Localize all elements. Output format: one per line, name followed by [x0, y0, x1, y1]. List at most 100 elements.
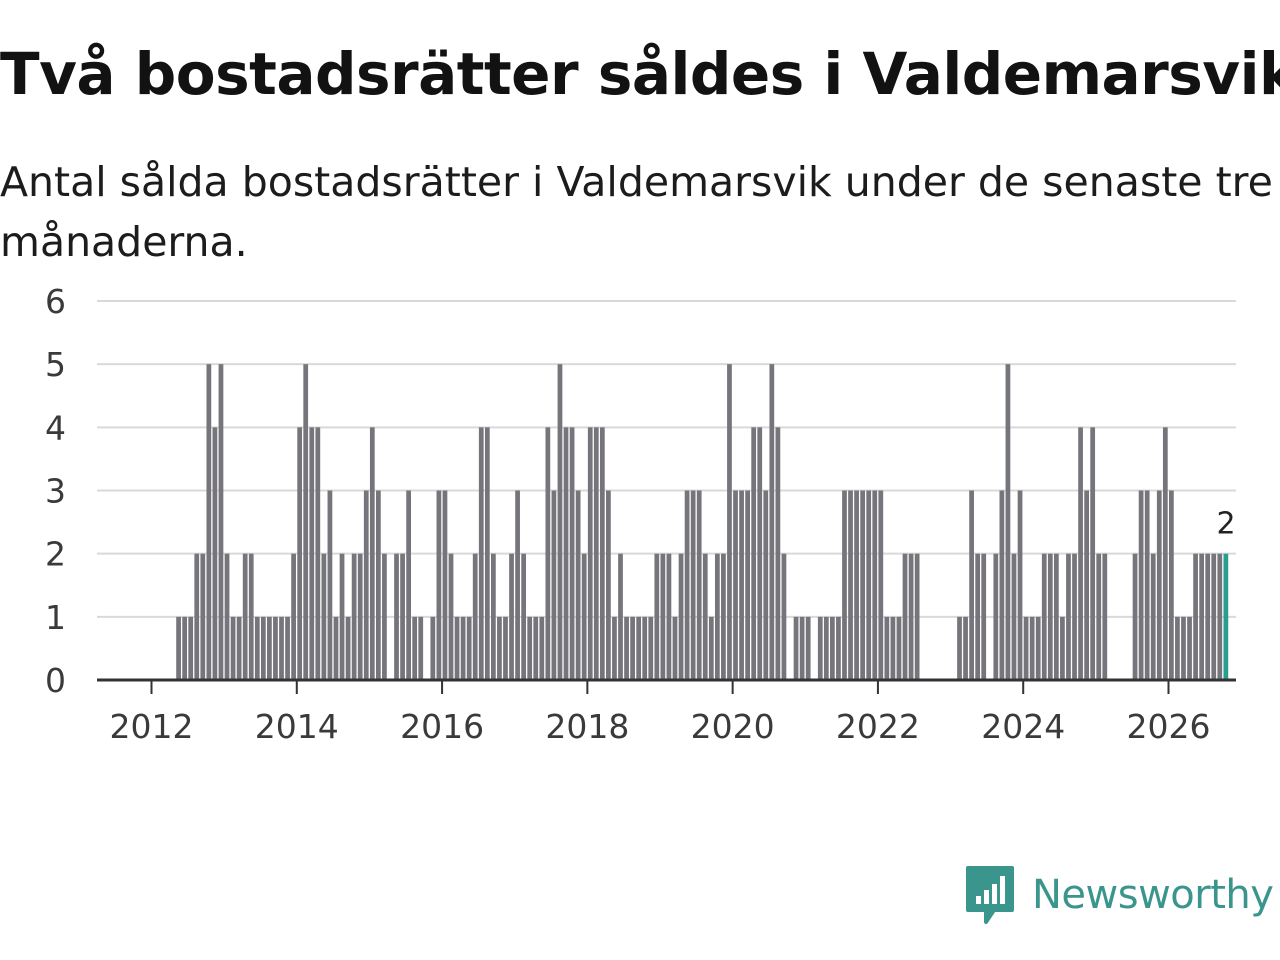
- y-tick-label: 4: [45, 408, 66, 447]
- bar: [1066, 553, 1071, 680]
- bar: [672, 616, 678, 680]
- bar: [902, 553, 908, 680]
- bar: [460, 616, 466, 680]
- bar: [581, 553, 587, 680]
- bar: [757, 427, 763, 680]
- bar: [702, 553, 708, 680]
- bar: [357, 553, 363, 680]
- y-tick-label: 0: [45, 661, 66, 700]
- bar: [351, 553, 357, 680]
- gridlines: [97, 300, 1236, 618]
- bar: [315, 427, 321, 680]
- bar: [1175, 616, 1180, 680]
- bar: [466, 616, 472, 680]
- bar: [563, 427, 569, 680]
- bar: [781, 553, 787, 680]
- bar: [236, 616, 242, 680]
- bar: [478, 427, 484, 680]
- bar: [454, 616, 460, 680]
- bar: [799, 616, 805, 680]
- bar: [206, 364, 212, 680]
- bar: [545, 427, 551, 680]
- bar: [823, 616, 829, 680]
- bar: [267, 616, 272, 680]
- bar-highlight: [1223, 553, 1229, 680]
- bar: [394, 553, 399, 680]
- bar: [515, 490, 520, 680]
- x-tick-label: 2012: [110, 707, 194, 746]
- x-tick-label: 2024: [981, 707, 1065, 746]
- y-tick-label: 1: [45, 598, 66, 637]
- chart-title: Två bostadsrätter såldes i Valdemarsvik: [0, 40, 1280, 108]
- bar: [309, 427, 315, 680]
- bar: [533, 616, 539, 680]
- bar: [624, 616, 629, 680]
- bar: [763, 490, 769, 680]
- bar: [975, 553, 981, 680]
- bar: [599, 427, 605, 680]
- bar: [612, 616, 617, 680]
- bar: [884, 616, 890, 680]
- bar: [727, 364, 732, 680]
- y-tick-label: 3: [45, 472, 66, 511]
- bar: [194, 553, 200, 680]
- newsworthy-logo: Newsworthy: [964, 864, 1274, 926]
- bar: [375, 490, 381, 680]
- bar: [188, 616, 194, 680]
- bar: [1060, 616, 1065, 680]
- bar: [303, 364, 309, 680]
- bar: [230, 616, 236, 680]
- axes: [97, 678, 1236, 694]
- x-tick-label: 2014: [255, 707, 339, 746]
- bar: [285, 616, 290, 680]
- bar: [182, 616, 188, 680]
- bar: [248, 553, 254, 680]
- bar: [1023, 616, 1029, 680]
- bar: [666, 553, 672, 680]
- bar: [442, 490, 448, 680]
- bar: [1102, 553, 1108, 680]
- bar: [890, 616, 896, 680]
- data-label: 2: [1216, 507, 1235, 542]
- bar: [751, 427, 757, 680]
- bar: [333, 616, 339, 680]
- bar: [321, 553, 327, 680]
- bar: [1187, 616, 1192, 680]
- bar: [472, 553, 478, 680]
- bar: [636, 616, 642, 680]
- bar: [1090, 427, 1096, 680]
- bar: [896, 616, 902, 680]
- bar: [606, 490, 611, 680]
- bar: [1078, 427, 1083, 680]
- bar: [866, 490, 872, 680]
- bar: [1138, 490, 1144, 680]
- bar: [176, 616, 181, 680]
- bar: [509, 553, 514, 680]
- bar: [654, 553, 660, 680]
- bar: [957, 616, 962, 680]
- bar: [327, 490, 333, 680]
- bar: [575, 490, 581, 680]
- bar: [805, 616, 811, 680]
- bar: [1193, 553, 1198, 680]
- bar: [1029, 616, 1035, 680]
- bar: [436, 490, 442, 680]
- bar: [339, 553, 345, 680]
- bar: [1205, 553, 1211, 680]
- bar: [224, 553, 230, 680]
- bar: [527, 616, 533, 680]
- tick-labels: 0 1 2 3 4 5 6 2 2012 2014 2016 2018 2020 2022 2024 2026: [45, 282, 1236, 746]
- bar: [696, 490, 702, 680]
- x-tick-label: 2016: [400, 707, 484, 746]
- logo-text: Newsworthy: [1032, 872, 1274, 918]
- bar: [914, 553, 920, 680]
- bar: [200, 553, 206, 680]
- bar: [557, 364, 563, 680]
- bar: [1162, 427, 1168, 680]
- bar: [521, 553, 527, 680]
- bar: [406, 490, 411, 680]
- bar: [842, 490, 847, 680]
- bar: [1035, 616, 1041, 680]
- bar: [260, 616, 266, 680]
